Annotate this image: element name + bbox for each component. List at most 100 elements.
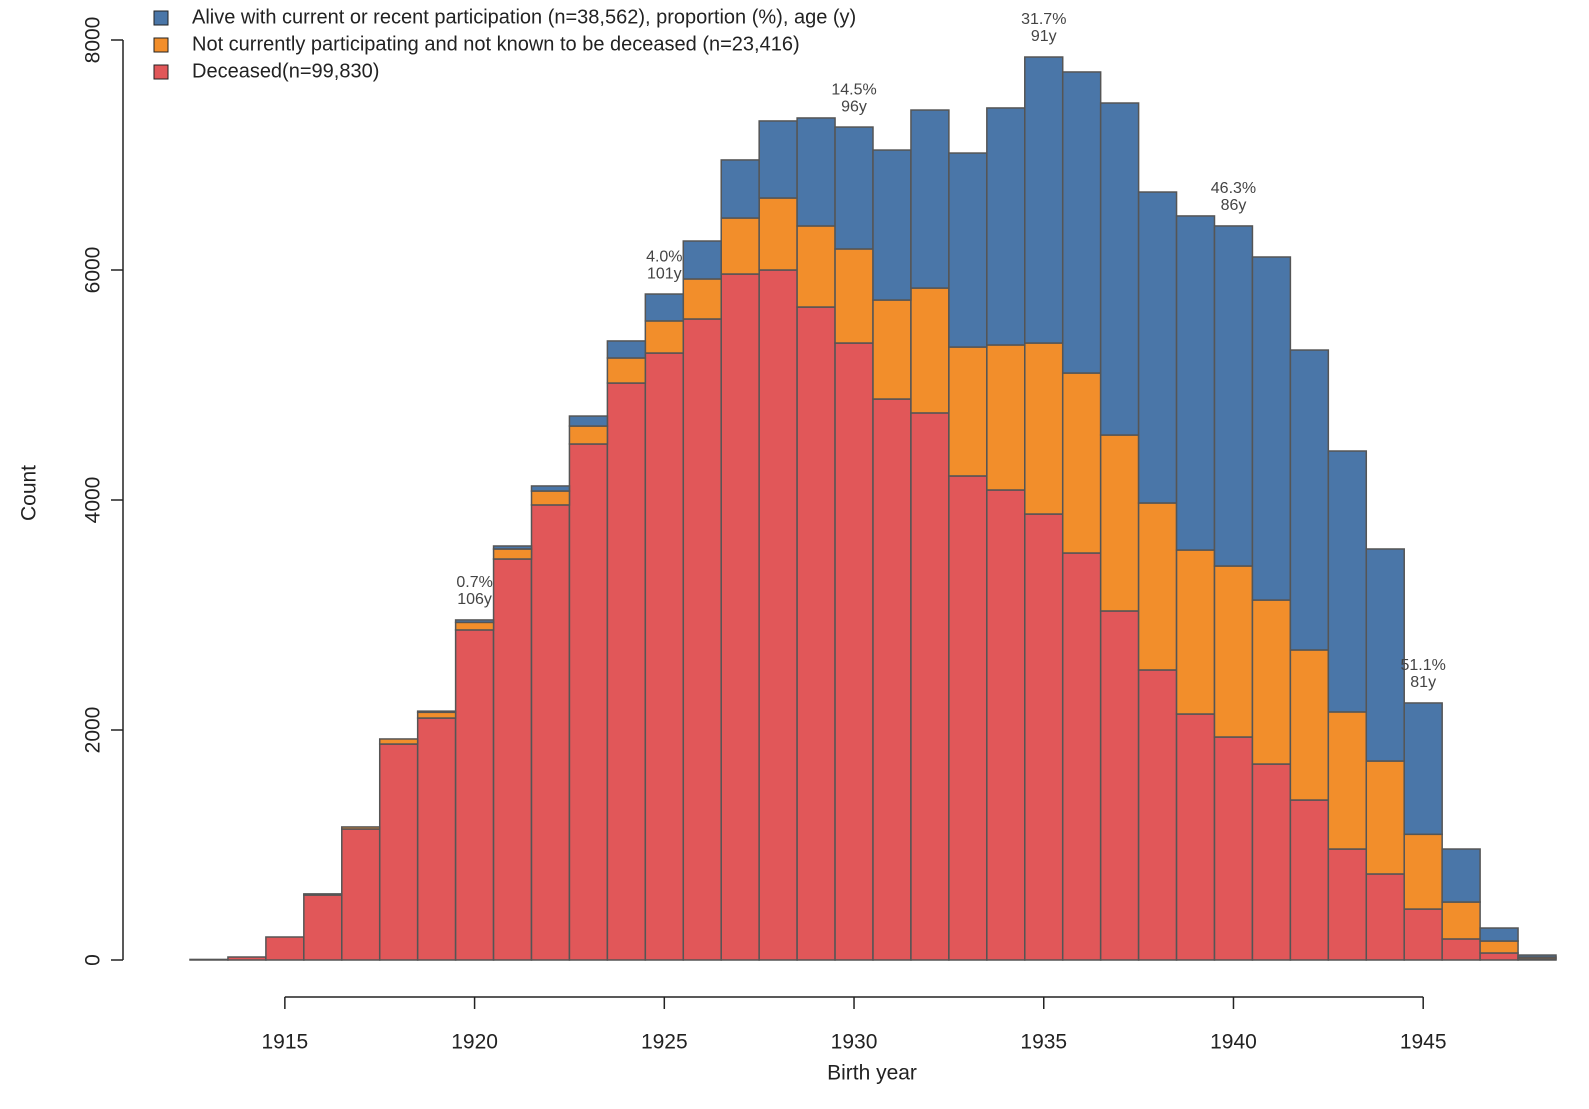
legend-swatch (153, 37, 169, 53)
bar (1251, 599, 1292, 765)
bar (1517, 954, 1557, 958)
bar (303, 893, 343, 896)
bar (454, 619, 495, 624)
x-tick-label: 1940 (1210, 1031, 1257, 1054)
bar (986, 107, 1026, 346)
bar (796, 117, 836, 227)
bar (1365, 873, 1405, 961)
bar (1251, 256, 1292, 601)
bar (758, 269, 798, 961)
annotation: 96y (841, 98, 867, 115)
y-tick-label: 2000 (82, 707, 105, 754)
bar (1137, 502, 1178, 671)
bar (1479, 927, 1519, 942)
bar (682, 240, 722, 280)
bar (416, 711, 457, 719)
bar (1327, 711, 1368, 850)
bar (682, 318, 722, 961)
bar (227, 956, 267, 961)
bar (1024, 342, 1064, 515)
bar (1024, 56, 1064, 344)
bar (492, 558, 533, 961)
bar (872, 398, 912, 961)
bar (834, 126, 874, 250)
annotation: 101y (647, 265, 682, 282)
annotation: 0.7% (456, 574, 492, 591)
bar (910, 412, 950, 961)
bar (910, 287, 950, 414)
legend-label: Alive with current or recent participati… (192, 6, 856, 28)
bar (758, 197, 798, 271)
annotation: 91y (1031, 28, 1057, 45)
bar (986, 489, 1026, 961)
bar (606, 357, 647, 384)
bar (1403, 833, 1443, 910)
bar (1327, 450, 1368, 713)
legend-swatch (153, 10, 169, 26)
bar (720, 273, 760, 961)
bar (606, 340, 647, 359)
y-tick-label: 0 (82, 954, 105, 966)
bar (644, 293, 685, 322)
bar (1289, 349, 1330, 651)
bar (416, 710, 457, 714)
bar (796, 306, 836, 961)
bar (1175, 549, 1216, 715)
bar (606, 382, 647, 961)
bar (530, 504, 571, 961)
bar (189, 958, 229, 961)
bar (834, 248, 874, 344)
bar (568, 443, 609, 961)
y-axis-label: Count (18, 465, 41, 521)
bar (378, 738, 419, 745)
bar (1289, 799, 1330, 961)
bar (720, 217, 760, 275)
annotation: 4.0% (646, 248, 682, 265)
bar (872, 149, 912, 301)
bar (1479, 940, 1519, 954)
legend-label: Deceased(n=99,830) (192, 60, 379, 82)
bar (644, 352, 685, 961)
bar (910, 109, 950, 289)
bar (1403, 908, 1443, 961)
bar (454, 621, 495, 631)
bar (1365, 548, 1405, 762)
bar (1441, 848, 1481, 903)
annotation: 14.5% (831, 81, 876, 98)
bar (341, 826, 381, 830)
legend-label: Not currently participating and not know… (192, 33, 800, 55)
bar (1137, 669, 1178, 961)
y-tick-label: 6000 (82, 247, 105, 294)
bar (1061, 71, 1102, 374)
annotation: 86y (1221, 197, 1247, 214)
y-tick-label: 4000 (82, 477, 105, 524)
bar (1213, 225, 1254, 567)
bar (834, 342, 874, 961)
bar (1327, 848, 1368, 961)
bar (378, 743, 419, 961)
bar (568, 425, 609, 445)
bar (1175, 215, 1216, 551)
x-tick-label: 1935 (1020, 1031, 1067, 1054)
bar (530, 485, 571, 492)
bar (1099, 102, 1140, 436)
bar (454, 629, 495, 961)
bar (341, 828, 381, 961)
bar (1289, 649, 1330, 801)
y-tick-label: 8000 (82, 17, 105, 64)
bar (492, 545, 533, 550)
bar (1479, 952, 1519, 961)
x-axis-label: Birth year (827, 1062, 917, 1085)
annotation: 106y (457, 591, 492, 608)
bar (986, 344, 1026, 491)
bar (1024, 513, 1064, 961)
bar (1099, 610, 1140, 961)
bar (265, 936, 305, 961)
bar (530, 490, 571, 506)
bar (1441, 901, 1481, 940)
bar (1251, 763, 1292, 961)
bar (758, 120, 798, 199)
bar (1099, 434, 1140, 612)
bar (1175, 713, 1216, 961)
